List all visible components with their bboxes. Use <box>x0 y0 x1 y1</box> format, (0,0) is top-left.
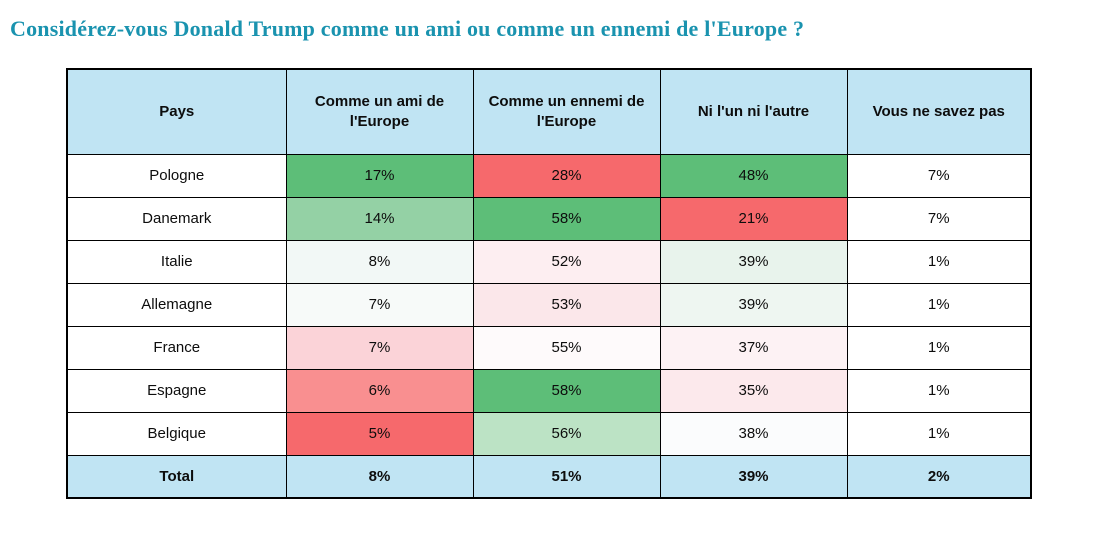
header-row: Pays Comme un ami de l'Europe Comme un e… <box>66 68 1032 155</box>
cell-ami: 5% <box>285 411 474 456</box>
cell-neither: 37% <box>659 325 848 370</box>
column-header-ami: Comme un ami de l'Europe <box>285 68 474 155</box>
cell-dontknow: 1% <box>846 368 1032 413</box>
table-row-danemark: Danemark 14% 58% 21% 7% <box>66 196 1032 241</box>
cell-pays: Pologne <box>66 153 287 198</box>
table-row-total: Total 8% 51% 39% 2% <box>66 454 1032 499</box>
cell-ennemi: 28% <box>472 153 661 198</box>
cell-ami: 8% <box>285 454 474 499</box>
cell-ami: 7% <box>285 282 474 327</box>
cell-ennemi: 58% <box>472 196 661 241</box>
cell-ami: 14% <box>285 196 474 241</box>
cell-dontknow: 1% <box>846 239 1032 284</box>
table-row-pologne: Pologne 17% 28% 48% 7% <box>66 153 1032 198</box>
cell-neither: 39% <box>659 239 848 284</box>
cell-ami: 6% <box>285 368 474 413</box>
cell-pays: Total <box>66 454 287 499</box>
cell-dontknow: 2% <box>846 454 1032 499</box>
cell-neither: 48% <box>659 153 848 198</box>
cell-neither: 21% <box>659 196 848 241</box>
column-header-dontknow: Vous ne savez pas <box>846 68 1032 155</box>
column-header-ennemi: Comme un ennemi de l'Europe <box>472 68 661 155</box>
cell-ennemi: 52% <box>472 239 661 284</box>
cell-dontknow: 1% <box>846 282 1032 327</box>
survey-results-table: Pays Comme un ami de l'Europe Comme un e… <box>66 68 1032 499</box>
cell-ennemi: 56% <box>472 411 661 456</box>
cell-ennemi: 51% <box>472 454 661 499</box>
column-header-pays: Pays <box>66 68 287 155</box>
cell-dontknow: 1% <box>846 325 1032 370</box>
cell-neither: 38% <box>659 411 848 456</box>
cell-ami: 17% <box>285 153 474 198</box>
cell-pays: France <box>66 325 287 370</box>
cell-pays: Allemagne <box>66 282 287 327</box>
cell-neither: 39% <box>659 282 848 327</box>
cell-neither: 35% <box>659 368 848 413</box>
table-row-italie: Italie 8% 52% 39% 1% <box>66 239 1032 284</box>
cell-pays: Danemark <box>66 196 287 241</box>
table-row-espagne: Espagne 6% 58% 35% 1% <box>66 368 1032 413</box>
cell-ami: 8% <box>285 239 474 284</box>
cell-pays: Italie <box>66 239 287 284</box>
cell-dontknow: 7% <box>846 153 1032 198</box>
table-row-belgique: Belgique 5% 56% 38% 1% <box>66 411 1032 456</box>
cell-dontknow: 1% <box>846 411 1032 456</box>
table-header: Pays Comme un ami de l'Europe Comme un e… <box>66 68 1032 155</box>
table-row-france: France 7% 55% 37% 1% <box>66 325 1032 370</box>
table-row-allemagne: Allemagne 7% 53% 39% 1% <box>66 282 1032 327</box>
column-header-neither: Ni l'un ni l'autre <box>659 68 848 155</box>
cell-pays: Belgique <box>66 411 287 456</box>
cell-pays: Espagne <box>66 368 287 413</box>
cell-ennemi: 53% <box>472 282 661 327</box>
cell-ennemi: 55% <box>472 325 661 370</box>
cell-ami: 7% <box>285 325 474 370</box>
cell-dontknow: 7% <box>846 196 1032 241</box>
cell-neither: 39% <box>659 454 848 499</box>
table-body: Pologne 17% 28% 48% 7% Danemark 14% 58% … <box>66 153 1032 499</box>
page-title: Considérez-vous Donald Trump comme un am… <box>10 16 805 41</box>
cell-ennemi: 58% <box>472 368 661 413</box>
